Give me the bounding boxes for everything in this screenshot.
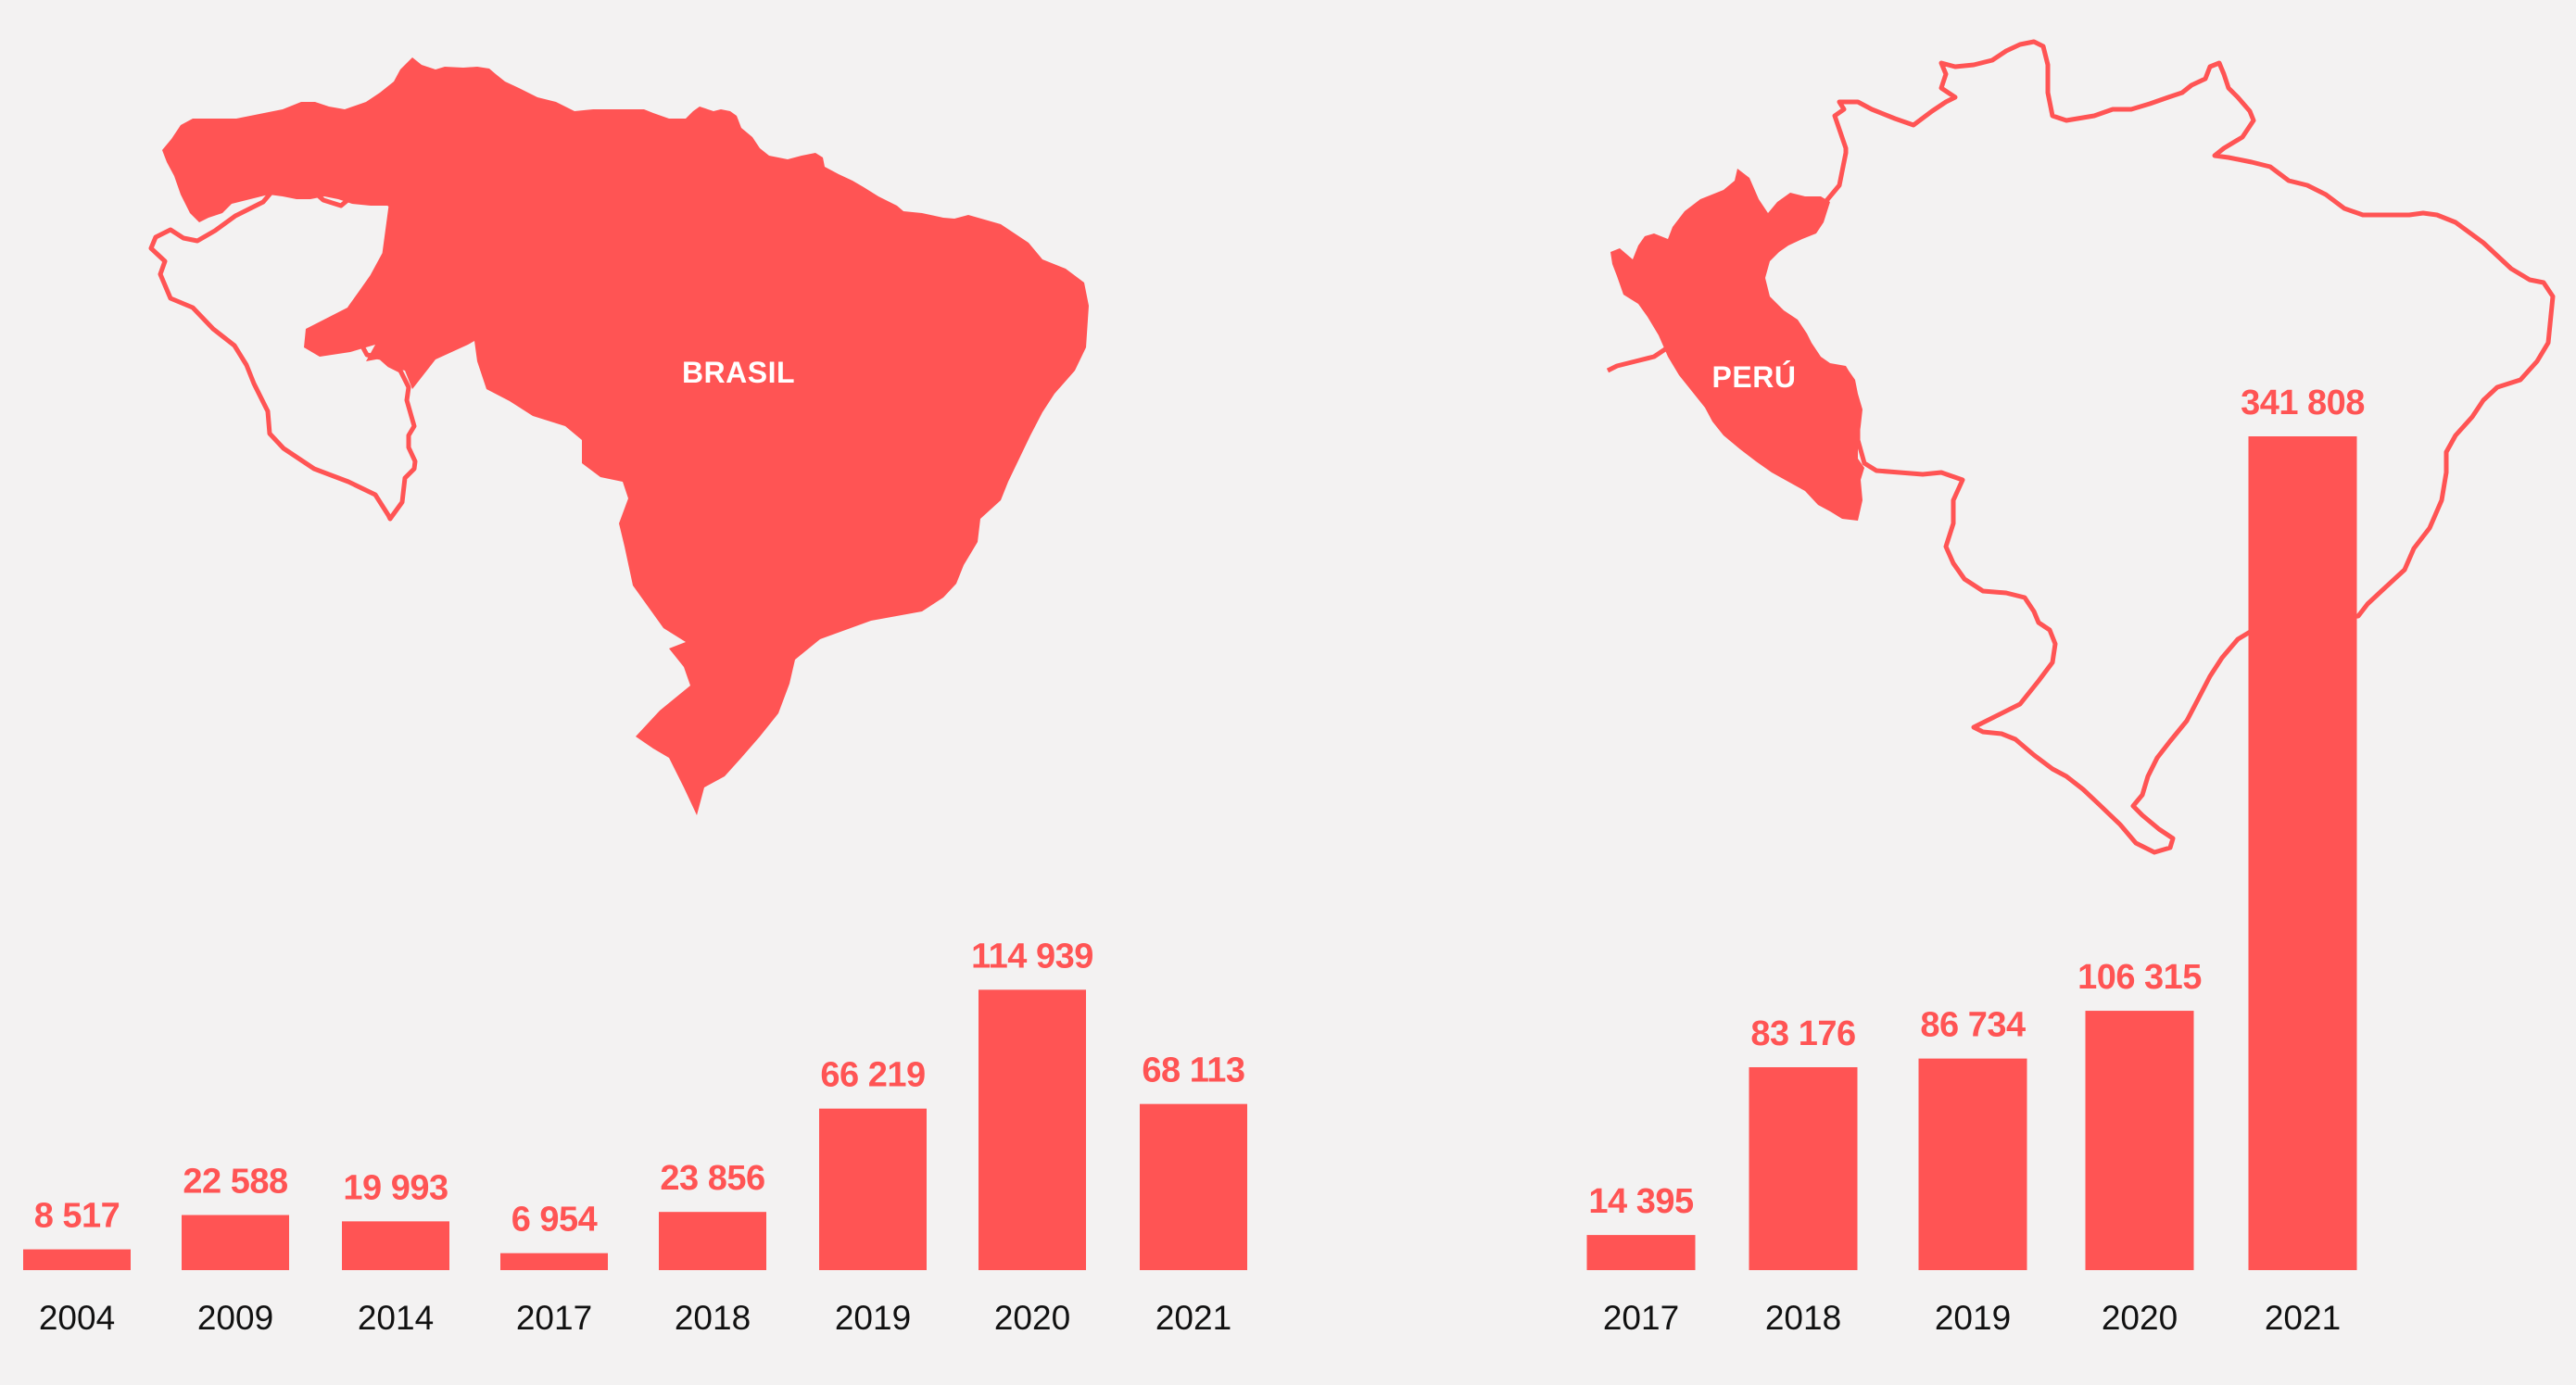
map-label-peru: PERÚ [1712, 360, 1797, 394]
tick-label-2018: 2018 [1765, 1299, 1841, 1337]
tick-label-2019: 2019 [835, 1299, 911, 1337]
data-label-2021: 341 808 [2241, 384, 2365, 422]
bar-2020 [2085, 1011, 2194, 1270]
peru-filled-shape [1610, 169, 1864, 521]
bar-2018 [1749, 1066, 1858, 1270]
tick-label-2019: 2019 [1935, 1299, 2011, 1337]
bar-2019 [819, 1108, 927, 1270]
data-label-2018: 83 176 [1750, 1014, 1855, 1053]
data-label-2018: 23 856 [660, 1159, 764, 1198]
tick-label-2020: 2020 [994, 1299, 1070, 1337]
tick-label-2014: 2014 [358, 1299, 434, 1337]
tick-label-2004: 2004 [39, 1299, 115, 1337]
data-label-2020: 114 939 [971, 937, 1093, 976]
bar-2019 [1918, 1058, 2027, 1270]
bar-2021 [2248, 436, 2357, 1270]
map-brazil-highlighted: BRASIL [148, 57, 1089, 815]
data-label-2017: 14 395 [1588, 1182, 1694, 1221]
bar-2018 [659, 1212, 766, 1270]
tick-label-2017: 2017 [1603, 1299, 1679, 1337]
data-label-2019: 66 219 [820, 1056, 925, 1095]
map-label-brasil: BRASIL [682, 356, 795, 389]
data-label-2017: 6 954 [511, 1201, 598, 1240]
data-label-2009: 22 588 [183, 1163, 287, 1202]
bar-chart-brasil: 8 517 2004 22 588 2009 19 993 2014 6 954 2017 23… [23, 937, 1247, 1337]
tick-label-2009: 2009 [197, 1299, 273, 1337]
tick-label-2021: 2021 [1155, 1299, 1231, 1337]
bar-2009 [182, 1215, 289, 1270]
bar-2004 [23, 1249, 131, 1270]
data-label-2004: 8 517 [34, 1197, 120, 1236]
map-peru-highlighted: PERÚ [1606, 39, 2556, 855]
tick-label-2017: 2017 [516, 1299, 592, 1337]
bar-2021 [1140, 1103, 1247, 1270]
bar-2014 [342, 1221, 449, 1270]
data-label-2020: 106 315 [2077, 958, 2202, 997]
brazil-outline-shape [1606, 39, 2556, 855]
tick-label-2020: 2020 [2102, 1299, 2178, 1337]
tick-label-2018: 2018 [675, 1299, 751, 1337]
tick-label-2021: 2021 [2265, 1299, 2341, 1337]
data-label-2019: 86 734 [1920, 1006, 2026, 1045]
bar-2020 [979, 989, 1086, 1270]
bar-chart-peru: 14 395 2017 83 176 2018 86 734 2019 106 315 202… [1586, 384, 2365, 1337]
bar-2017 [1586, 1235, 1696, 1270]
bar-2017 [500, 1253, 608, 1270]
data-label-2014: 19 993 [343, 1168, 448, 1207]
brazil-filled-shape [162, 57, 1089, 815]
data-label-2021: 68 113 [1142, 1051, 1244, 1090]
